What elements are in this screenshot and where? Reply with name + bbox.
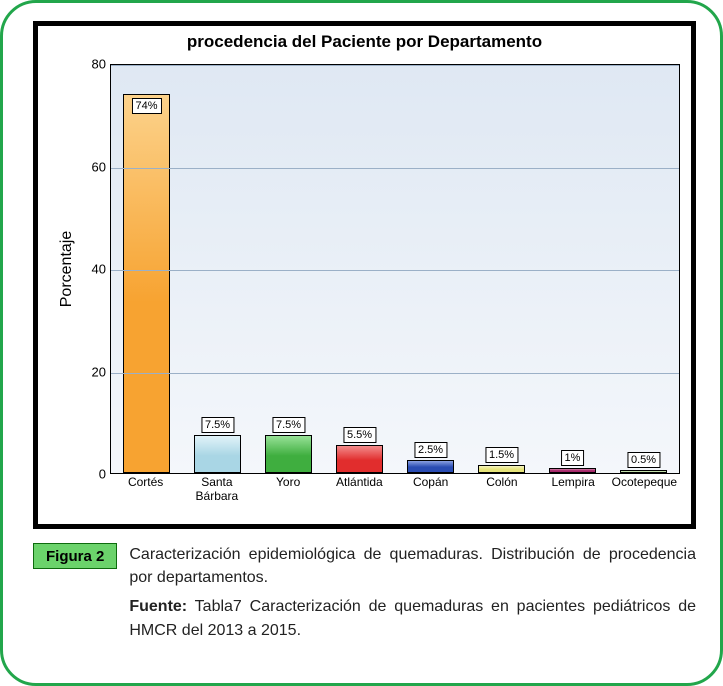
caption-line-2: Fuente: Tabla7 Caracterización de quemad… (129, 595, 696, 641)
caption-source-text: Tabla7 Caracterización de quemaduras en … (129, 598, 696, 638)
bar-value-label: 2.5% (414, 442, 447, 458)
bar-value-label: 7.5% (272, 417, 305, 433)
bar-slot: 1% (537, 65, 608, 473)
bars-row: 74% 7.5% 7.5% 5.5% 2.5% 1.5% 1% 0.5% (111, 65, 679, 473)
bar-slot: 74% (111, 65, 182, 473)
bar-slot: 7.5% (182, 65, 253, 473)
x-axis-label: Yoro (253, 476, 324, 504)
x-labels-row: CortésSantaBárbaraYoroAtlántidaCopánColó… (110, 476, 680, 504)
x-axis-label: Atlántida (324, 476, 395, 504)
bar-value-label: 74% (131, 98, 161, 114)
x-axis-label: Ocotepeque (609, 476, 680, 504)
bar (478, 465, 525, 473)
grid-line (111, 168, 679, 169)
bar-value-label: 1.5% (485, 447, 518, 463)
bar-slot: 5.5% (324, 65, 395, 473)
chart-title: procedencia del Paciente por Departament… (38, 32, 691, 52)
figure-badge: Figura 2 (33, 543, 117, 569)
bar (549, 468, 596, 473)
chart-frame: procedencia del Paciente por Departament… (33, 21, 696, 529)
bar (620, 470, 667, 473)
bar (123, 94, 170, 473)
y-tick-label: 20 (66, 364, 106, 379)
bar-slot: 7.5% (253, 65, 324, 473)
bar-value-label: 0.5% (627, 452, 660, 468)
y-tick-label: 80 (66, 57, 106, 72)
bar (194, 435, 241, 473)
y-tick-label: 40 (66, 262, 106, 277)
bar (265, 435, 312, 473)
figure-card: procedencia del Paciente por Departament… (0, 0, 723, 686)
y-tick-label: 0 (66, 467, 106, 482)
bar (336, 445, 383, 473)
plot-area: Porcentaje 74%7.5%7.5%5.5%2.5%1.5%1%0.5% (110, 64, 680, 474)
bar (407, 460, 454, 473)
grid-line (111, 270, 679, 271)
bar-slot: 2.5% (395, 65, 466, 473)
caption-text: Caracterización epidemiológica de quemad… (129, 543, 696, 642)
bar-value-label: 1% (561, 450, 585, 466)
caption-area: Figura 2 Caracterización epidemiológica … (33, 543, 696, 642)
bar-slot: 0.5% (608, 65, 679, 473)
x-axis-label: Lempira (538, 476, 609, 504)
bar-value-label: 7.5% (201, 417, 234, 433)
caption-line-1: Caracterización epidemiológica de quemad… (129, 543, 696, 589)
grid-line (111, 373, 679, 374)
grid-line (111, 65, 679, 66)
x-axis-label: Copán (395, 476, 466, 504)
bar-value-label: 5.5% (343, 427, 376, 443)
x-axis-label: SantaBárbara (181, 476, 252, 504)
caption-source-label: Fuente: (129, 598, 187, 615)
y-tick-label: 60 (66, 159, 106, 174)
x-axis-label: Cortés (110, 476, 181, 504)
x-axis-label: Colón (466, 476, 537, 504)
bar-slot: 1.5% (466, 65, 537, 473)
